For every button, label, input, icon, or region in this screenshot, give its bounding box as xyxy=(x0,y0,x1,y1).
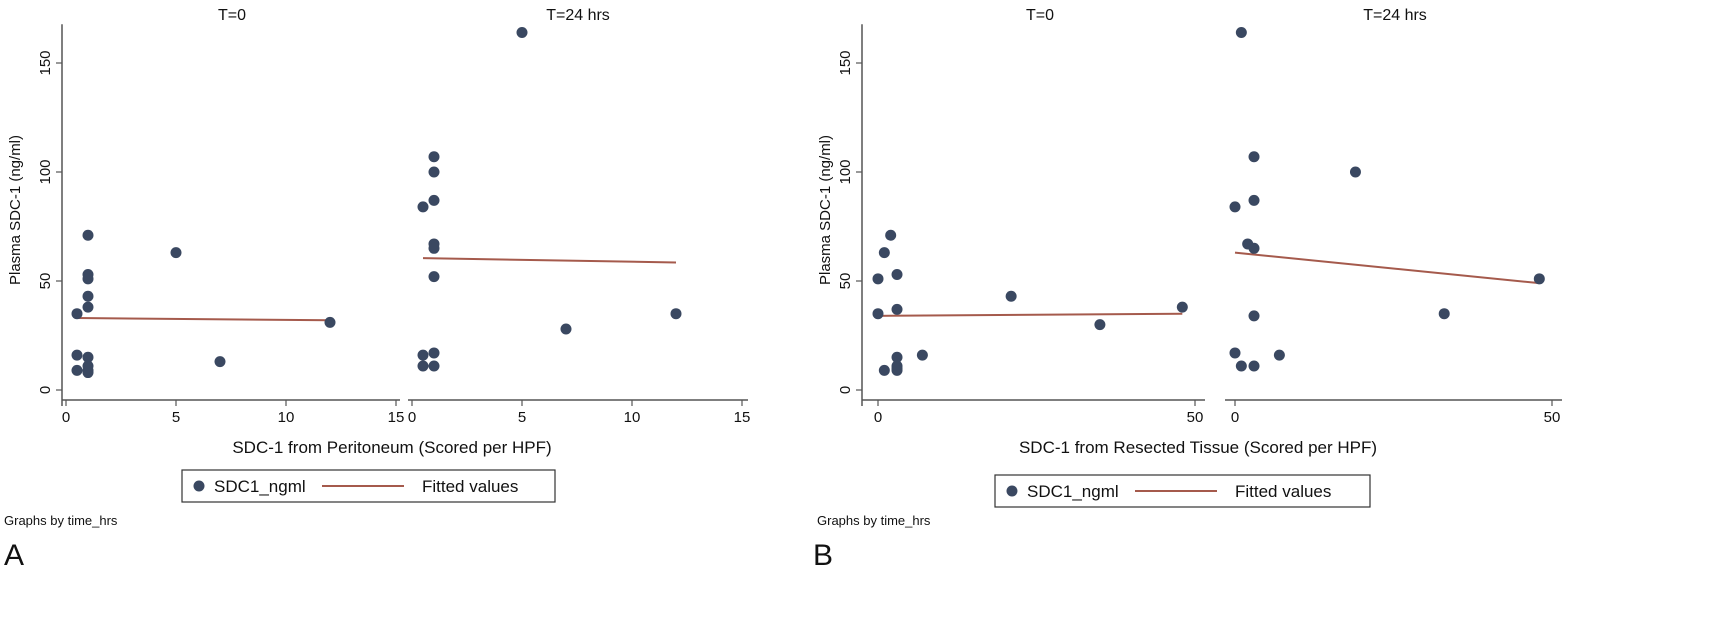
subplot-title: T=24 hrs xyxy=(1363,7,1427,24)
legend-label: SDC1_ngml xyxy=(1027,482,1119,501)
data-point xyxy=(170,247,182,259)
data-point xyxy=(885,229,897,241)
data-point xyxy=(1248,242,1260,254)
x-tick-label: 5 xyxy=(518,409,526,426)
subplot-title: T=0 xyxy=(1026,7,1054,24)
legend-label: SDC1_ngml xyxy=(214,477,306,496)
fitted-line xyxy=(76,317,331,322)
y-axis-label: Plasma SDC-1 (ng/ml) xyxy=(7,135,24,285)
data-point xyxy=(82,273,94,285)
data-point xyxy=(670,308,682,320)
data-point xyxy=(71,308,83,320)
data-point xyxy=(891,351,903,363)
data-point xyxy=(1005,290,1017,302)
data-point xyxy=(417,360,429,372)
data-point xyxy=(82,351,94,363)
data-point xyxy=(1094,319,1106,331)
data-point xyxy=(82,301,94,313)
x-tick-label: 50 xyxy=(1544,409,1561,426)
y-axis-label: Plasma SDC-1 (ng/ml) xyxy=(817,135,834,285)
data-point xyxy=(428,242,440,254)
data-point xyxy=(82,229,94,241)
data-point xyxy=(428,166,440,178)
data-point xyxy=(214,356,226,368)
legend-marker-icon xyxy=(1006,485,1018,497)
data-point xyxy=(891,268,903,280)
data-point xyxy=(1248,360,1260,372)
data-point xyxy=(428,271,440,283)
x-tick-label: 0 xyxy=(408,409,416,426)
legend-label: Fitted values xyxy=(1235,482,1331,501)
y-tick-label: 50 xyxy=(37,273,54,290)
x-tick-label: 0 xyxy=(874,409,882,426)
data-point xyxy=(1235,360,1247,372)
graphs-by-note: Graphs by time_hrs xyxy=(817,513,931,528)
legend-label: Fitted values xyxy=(422,477,518,496)
data-point xyxy=(872,308,884,320)
panel-label: A xyxy=(4,539,24,572)
x-tick-label: 0 xyxy=(1231,409,1239,426)
x-tick-label: 5 xyxy=(172,409,180,426)
graphs-by-note: Graphs by time_hrs xyxy=(4,513,118,528)
data-point xyxy=(71,364,83,376)
data-point xyxy=(1438,308,1450,320)
fitted-line xyxy=(877,312,1183,317)
x-tick-label: 15 xyxy=(734,409,751,426)
y-tick-label: 50 xyxy=(837,273,854,290)
x-tick-label: 50 xyxy=(1187,409,1204,426)
data-point xyxy=(878,364,890,376)
data-point xyxy=(428,151,440,163)
y-tick-label: 150 xyxy=(37,50,54,75)
fitted-line xyxy=(422,257,677,264)
data-point xyxy=(1349,166,1361,178)
data-point xyxy=(428,360,440,372)
data-point xyxy=(428,347,440,359)
data-point xyxy=(878,247,890,259)
y-tick-label: 0 xyxy=(37,386,54,394)
panel-label: B xyxy=(813,539,833,572)
x-tick-label: 10 xyxy=(624,409,641,426)
fitted-line xyxy=(1234,251,1540,285)
data-point xyxy=(71,349,83,361)
data-point xyxy=(1248,151,1260,163)
data-point xyxy=(872,273,884,285)
x-axis-label: SDC-1 from Peritoneum (Scored per HPF) xyxy=(232,438,551,457)
y-tick-label: 0 xyxy=(837,386,854,394)
data-point xyxy=(417,349,429,361)
data-point xyxy=(916,349,928,361)
data-point xyxy=(891,364,903,376)
data-point xyxy=(1533,273,1545,285)
data-point xyxy=(1176,301,1188,313)
data-point xyxy=(1229,347,1241,359)
y-tick-label: 100 xyxy=(837,159,854,184)
data-point xyxy=(1235,26,1247,38)
data-point xyxy=(82,290,94,302)
data-point xyxy=(82,367,94,379)
subplot-title: T=0 xyxy=(218,7,246,24)
data-point xyxy=(1229,201,1241,213)
data-point xyxy=(428,194,440,206)
legend-marker-icon xyxy=(193,480,205,492)
data-point xyxy=(516,26,528,38)
x-tick-label: 15 xyxy=(388,409,405,426)
subplot-title: T=24 hrs xyxy=(546,7,610,24)
data-point xyxy=(1248,310,1260,322)
y-tick-label: 100 xyxy=(37,159,54,184)
data-point xyxy=(1273,349,1285,361)
data-point xyxy=(417,201,429,213)
x-axis-label: SDC-1 from Resected Tissue (Scored per H… xyxy=(1019,438,1377,457)
x-tick-label: 10 xyxy=(278,409,295,426)
x-tick-label: 0 xyxy=(62,409,70,426)
data-point xyxy=(560,323,572,335)
data-point xyxy=(891,303,903,315)
data-point xyxy=(324,316,336,328)
y-tick-label: 150 xyxy=(837,50,854,75)
data-point xyxy=(1248,194,1260,206)
